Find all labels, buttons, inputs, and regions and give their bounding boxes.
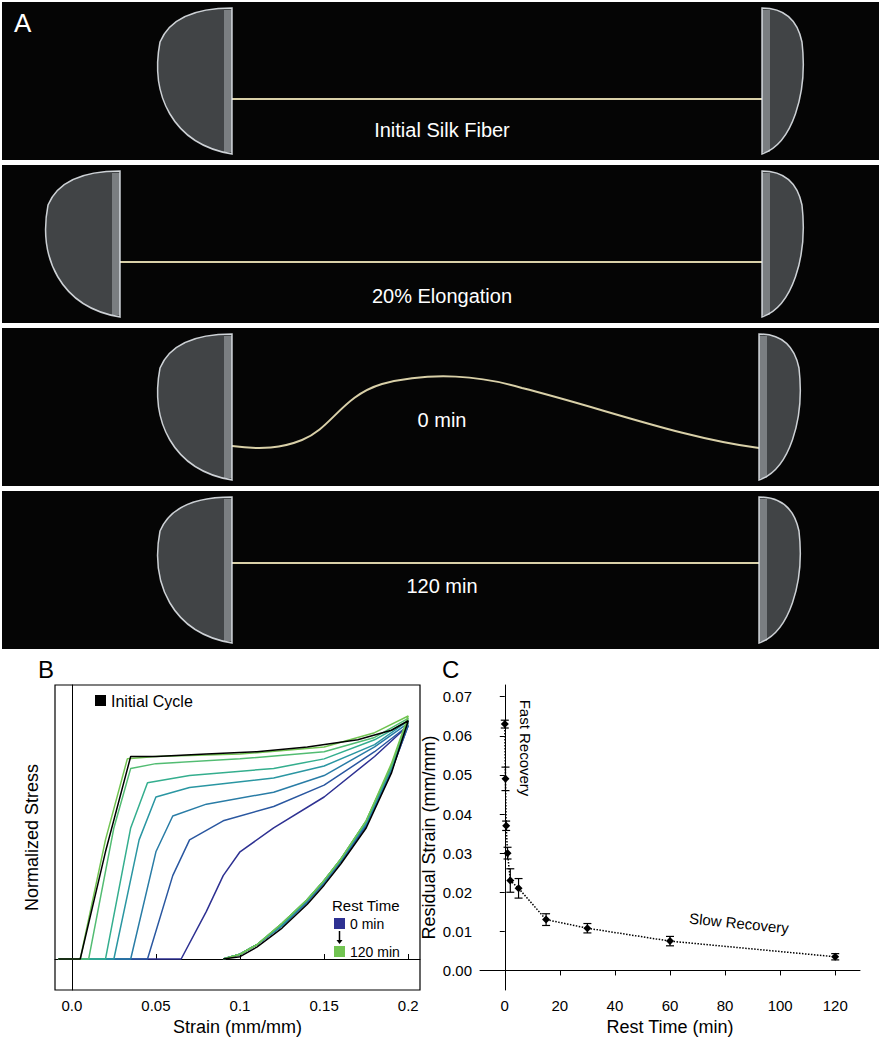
- svg-text:100: 100: [768, 997, 793, 1014]
- svg-text:0.02: 0.02: [443, 884, 472, 901]
- svg-text:0: 0: [501, 997, 509, 1014]
- svg-text:0.04: 0.04: [443, 806, 472, 823]
- svg-text:Normalized Stress: Normalized Stress: [22, 764, 42, 911]
- svg-text:20% Elongation: 20% Elongation: [372, 285, 512, 307]
- svg-text:0.0: 0.0: [61, 997, 82, 1014]
- svg-text:120: 120: [823, 997, 848, 1014]
- svg-text:80: 80: [717, 997, 734, 1014]
- svg-text:120 min: 120 min: [350, 944, 400, 960]
- svg-text:0.00: 0.00: [443, 962, 472, 979]
- svg-text:0.15: 0.15: [310, 997, 339, 1014]
- svg-text:60: 60: [662, 997, 679, 1014]
- svg-text:0 min: 0 min: [350, 916, 384, 932]
- svg-text:0.01: 0.01: [443, 923, 472, 940]
- svg-text:Strain (mm/mm): Strain (mm/mm): [173, 1017, 302, 1037]
- svg-text:0.05: 0.05: [141, 997, 170, 1014]
- svg-text:0.03: 0.03: [443, 845, 472, 862]
- svg-text:40: 40: [607, 997, 624, 1014]
- svg-text:Rest Time: Rest Time: [332, 897, 400, 914]
- svg-text:Initial Cycle: Initial Cycle: [111, 693, 193, 710]
- svg-text:0.07: 0.07: [443, 688, 472, 705]
- svg-text:Slow Recovery: Slow Recovery: [688, 910, 790, 937]
- svg-text:120 min: 120 min: [406, 575, 477, 597]
- svg-text:B: B: [38, 656, 54, 683]
- svg-text:0.1: 0.1: [230, 997, 251, 1014]
- svg-text:C: C: [442, 656, 459, 683]
- svg-text:Residual Strain (mm/mm): Residual Strain (mm/mm): [419, 735, 439, 939]
- svg-text:Fast Recovery: Fast Recovery: [517, 700, 534, 797]
- svg-text:0.06: 0.06: [443, 727, 472, 744]
- svg-text:A: A: [14, 8, 32, 38]
- svg-text:20: 20: [552, 997, 569, 1014]
- svg-text:0.2: 0.2: [398, 997, 419, 1014]
- svg-text:Initial Silk Fiber: Initial Silk Fiber: [374, 119, 510, 141]
- svg-text:0 min: 0 min: [418, 409, 467, 431]
- svg-text:0.05: 0.05: [443, 766, 472, 783]
- svg-text:Rest Time (min): Rest Time (min): [606, 1017, 733, 1037]
